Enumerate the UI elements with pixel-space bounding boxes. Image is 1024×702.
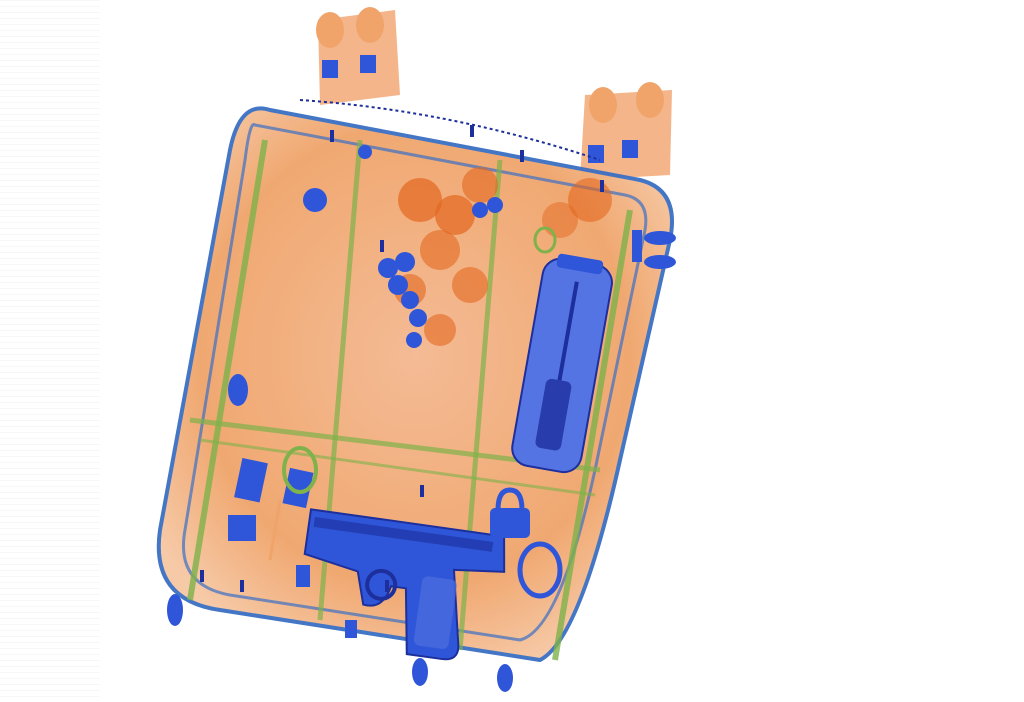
coin-cluster — [303, 145, 503, 348]
buckle-icon — [296, 230, 642, 638]
device-cluster — [228, 374, 318, 561]
padlock-icon — [490, 487, 530, 538]
scanline-artifact — [0, 0, 100, 698]
backpack-body — [156, 99, 674, 663]
top-strap-right — [580, 82, 672, 180]
handgun-icon — [303, 508, 506, 661]
top-strap-left — [316, 7, 400, 105]
keychain-icon — [517, 226, 563, 599]
zipper-pull-icon — [167, 231, 676, 692]
bottle-icon — [511, 253, 613, 474]
rivets — [200, 125, 604, 592]
